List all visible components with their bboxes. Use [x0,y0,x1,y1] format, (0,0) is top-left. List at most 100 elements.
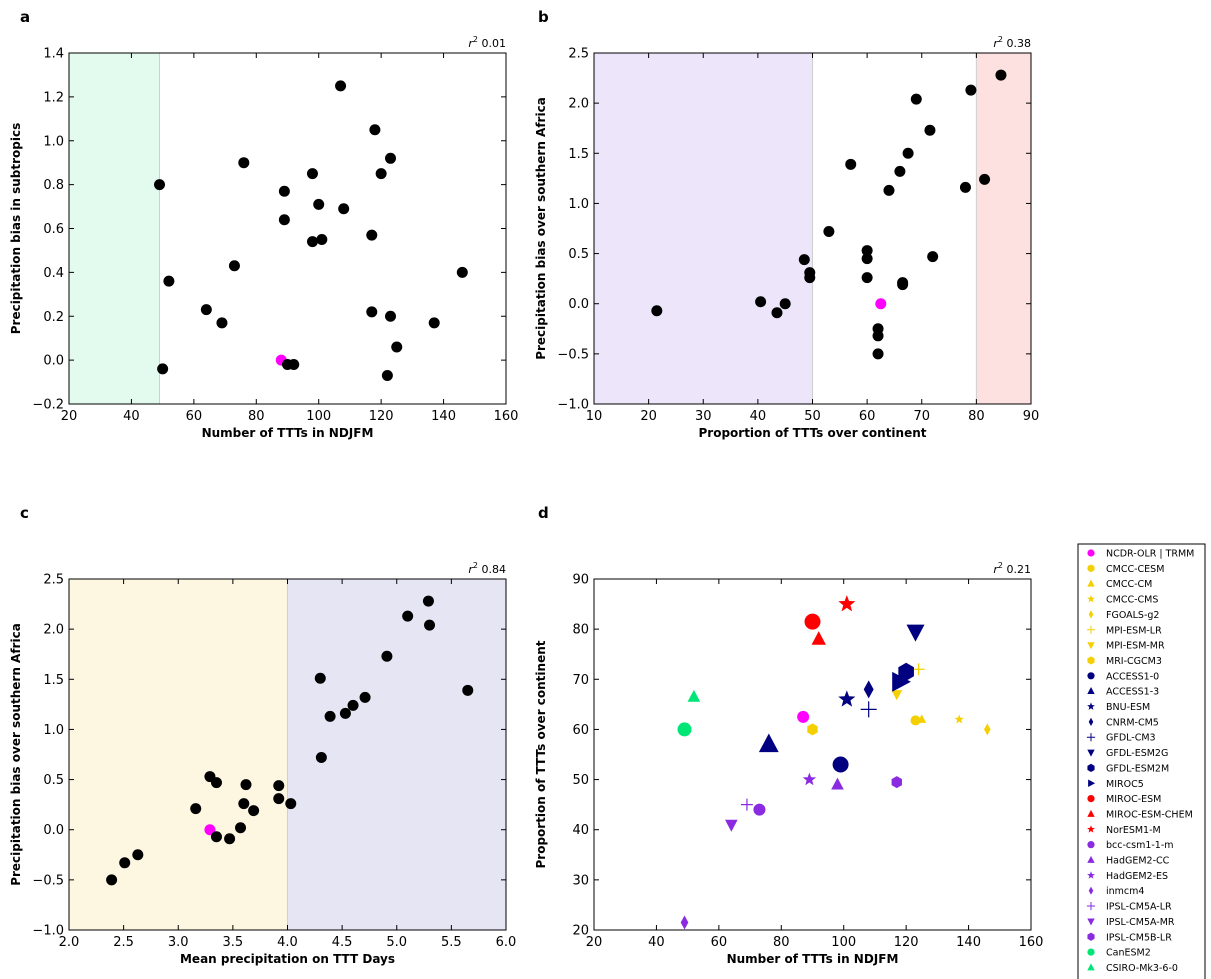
data-point [861,272,873,284]
legend-label: BNU-ESM [1106,702,1150,713]
y-tick-label: 50 [572,773,589,788]
data-point [335,80,347,92]
x-axis-label: Number of TTTs in NDJFM [727,952,899,966]
x-tick-label: 70 [913,409,930,424]
y-tick-label: 0.0 [43,354,64,369]
x-tick-label: 120 [894,935,919,950]
y-tick-label: 1.0 [43,723,64,738]
data-point [228,260,240,272]
data-point [402,610,414,622]
data-point [210,831,222,843]
data-point [891,690,903,701]
data-point [306,236,318,248]
data-point [154,179,166,191]
data-point [861,245,873,257]
legend-marker [1087,795,1095,803]
x-tick-label: 40 [750,409,767,424]
data-point [157,363,169,375]
legend-label: CNRM-CM5 [1106,717,1159,728]
data-point [725,819,738,832]
y-tick-label: 1.5 [43,673,64,688]
data-point [369,124,381,136]
data-point [366,306,378,318]
y-axis-label: Precipitation bias over southern Africa [534,97,548,360]
data-point [740,798,753,811]
x-tick-label: 3.5 [223,935,244,950]
data-point [381,650,393,662]
y-tick-label: −0.5 [32,873,64,888]
x-tick-label: 120 [369,409,394,424]
data-point [240,779,252,791]
y-tick-label: 1.0 [568,197,589,212]
legend-marker [1086,901,1096,911]
r-squared-label: r2 0.01 [468,35,506,50]
x-tick-label: 4.5 [332,935,353,950]
legend-marker [1087,642,1095,650]
legend-marker [1087,841,1095,849]
axes-frame [68,52,507,405]
legend-item: ACCESS1-0 [1087,671,1159,682]
x-tick-label: 80 [968,409,985,424]
legend-marker [1086,625,1096,634]
data-point [897,279,909,291]
data-point [238,157,250,169]
x-tick-label: 10 [586,409,603,424]
x-tick-label: 140 [431,409,456,424]
y-tick-label: 30 [572,873,589,888]
data-point [872,330,884,342]
legend-label: FGOALS-g2 [1106,610,1159,621]
data-point [163,275,175,287]
data-point [823,226,835,238]
data-point [779,298,791,310]
data-point [910,93,922,105]
data-point [381,369,393,381]
data-point [872,348,884,360]
data-point [204,824,216,836]
y-tick-label: 0.5 [43,773,64,788]
x-tick-label: 3.0 [168,935,189,950]
legend-item: MPI-ESM-LR [1086,625,1162,636]
data-point [875,298,887,310]
y-tick-label: 20 [572,924,589,939]
x-tick-label: 100 [306,409,331,424]
legend-item: FGOALS-g2 [1088,610,1159,621]
legend-item: CMCC-CM [1087,579,1152,590]
data-point [906,624,925,642]
data-point [224,833,236,845]
legend-marker [1087,932,1095,941]
data-point [424,619,436,631]
y-tick-label: 40 [572,823,589,838]
panel-label: a [20,8,30,26]
data-point [106,874,118,886]
data-point [995,69,1007,81]
data-point [314,672,326,684]
legend-item: GFDL-ESM2M [1087,763,1169,774]
data-point [802,772,817,786]
legend-marker [1088,779,1096,787]
data-point [771,307,783,319]
legend-item: CNRM-CM5 [1088,717,1159,728]
legend-item: NorESM1-M [1087,825,1161,836]
legend-marker [1087,918,1095,926]
legend-label: CMCC-CMS [1106,595,1158,606]
data-point [288,359,300,371]
legend-marker [1087,749,1095,757]
x-tick-label: 20 [586,935,603,950]
data-point [385,310,397,322]
legend-item: GFDL-ESM2G [1087,748,1168,759]
legend-item: IPSL-CM5B-LR [1087,932,1172,943]
legend-marker [1087,672,1095,680]
data-point [912,663,925,676]
x-tick-label: 60 [186,409,203,424]
y-tick-label: 0.0 [568,297,589,312]
data-point [892,671,911,692]
data-point [385,152,397,164]
x-axis-label: Mean precipitation on TTT Days [180,952,395,966]
x-tick-label: 5.0 [386,935,407,950]
legend: NCDR-OLR | TRMM CMCC-CESM CMCC-CM CMCC-CMS F… [1077,543,1206,979]
y-tick-label: 2.5 [568,47,589,62]
y-tick-label: −1.0 [32,924,64,939]
legend-label: GFDL-CM3 [1106,733,1156,744]
panel-c: 2.0 2.5 3.0 3.5 4.0 4.5 5.0 5.5 6.0 −1.0 −0.5 0.0 0.… [9,504,516,966]
